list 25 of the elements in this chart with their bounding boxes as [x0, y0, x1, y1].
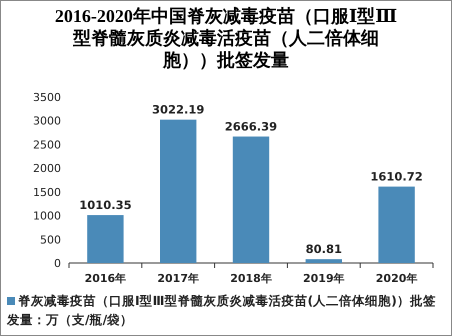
x-tick-label: 2017年 [157, 272, 200, 285]
bar [306, 259, 342, 263]
y-tick-label: 500 [40, 233, 61, 246]
x-tick-label: 2020年 [376, 272, 418, 285]
x-tick-label: 2016年 [84, 272, 126, 285]
data-label: 80.81 [306, 242, 342, 256]
bar [232, 136, 270, 263]
legend-label: 脊灰减毒疫苗（口服Ⅰ型Ⅲ型脊髓灰质炎减毒活疫苗(人二倍体细胞)）批签发量：万（支/瓶/袋） [7, 292, 437, 329]
y-tick-label: 1500 [33, 186, 61, 199]
bar [87, 215, 124, 263]
data-label: 1010.35 [79, 198, 132, 212]
x-tick-label: 2018年 [230, 272, 272, 285]
y-tick-label: 2000 [33, 162, 61, 176]
bar [160, 120, 196, 263]
y-tick-label: 1000 [33, 210, 61, 223]
y-tick-label: 2500 [33, 138, 61, 152]
y-tick-label: 0 [54, 257, 61, 270]
data-label: 2666.39 [224, 120, 278, 134]
chart-title: 2016-2020年中国脊灰减毒疫苗（口服Ⅰ型Ⅲ型脊髓灰质炎减毒活疫苗（人二倍体细胞））批签发量 [54, 5, 398, 71]
data-label: 3022.19 [152, 102, 204, 117]
y-tick-label: 3000 [33, 114, 61, 128]
x-tick-label: 2019年 [302, 272, 345, 285]
y-tick-label: 3500 [33, 91, 61, 104]
data-label: 1610.72 [370, 170, 423, 184]
bar [378, 186, 415, 263]
